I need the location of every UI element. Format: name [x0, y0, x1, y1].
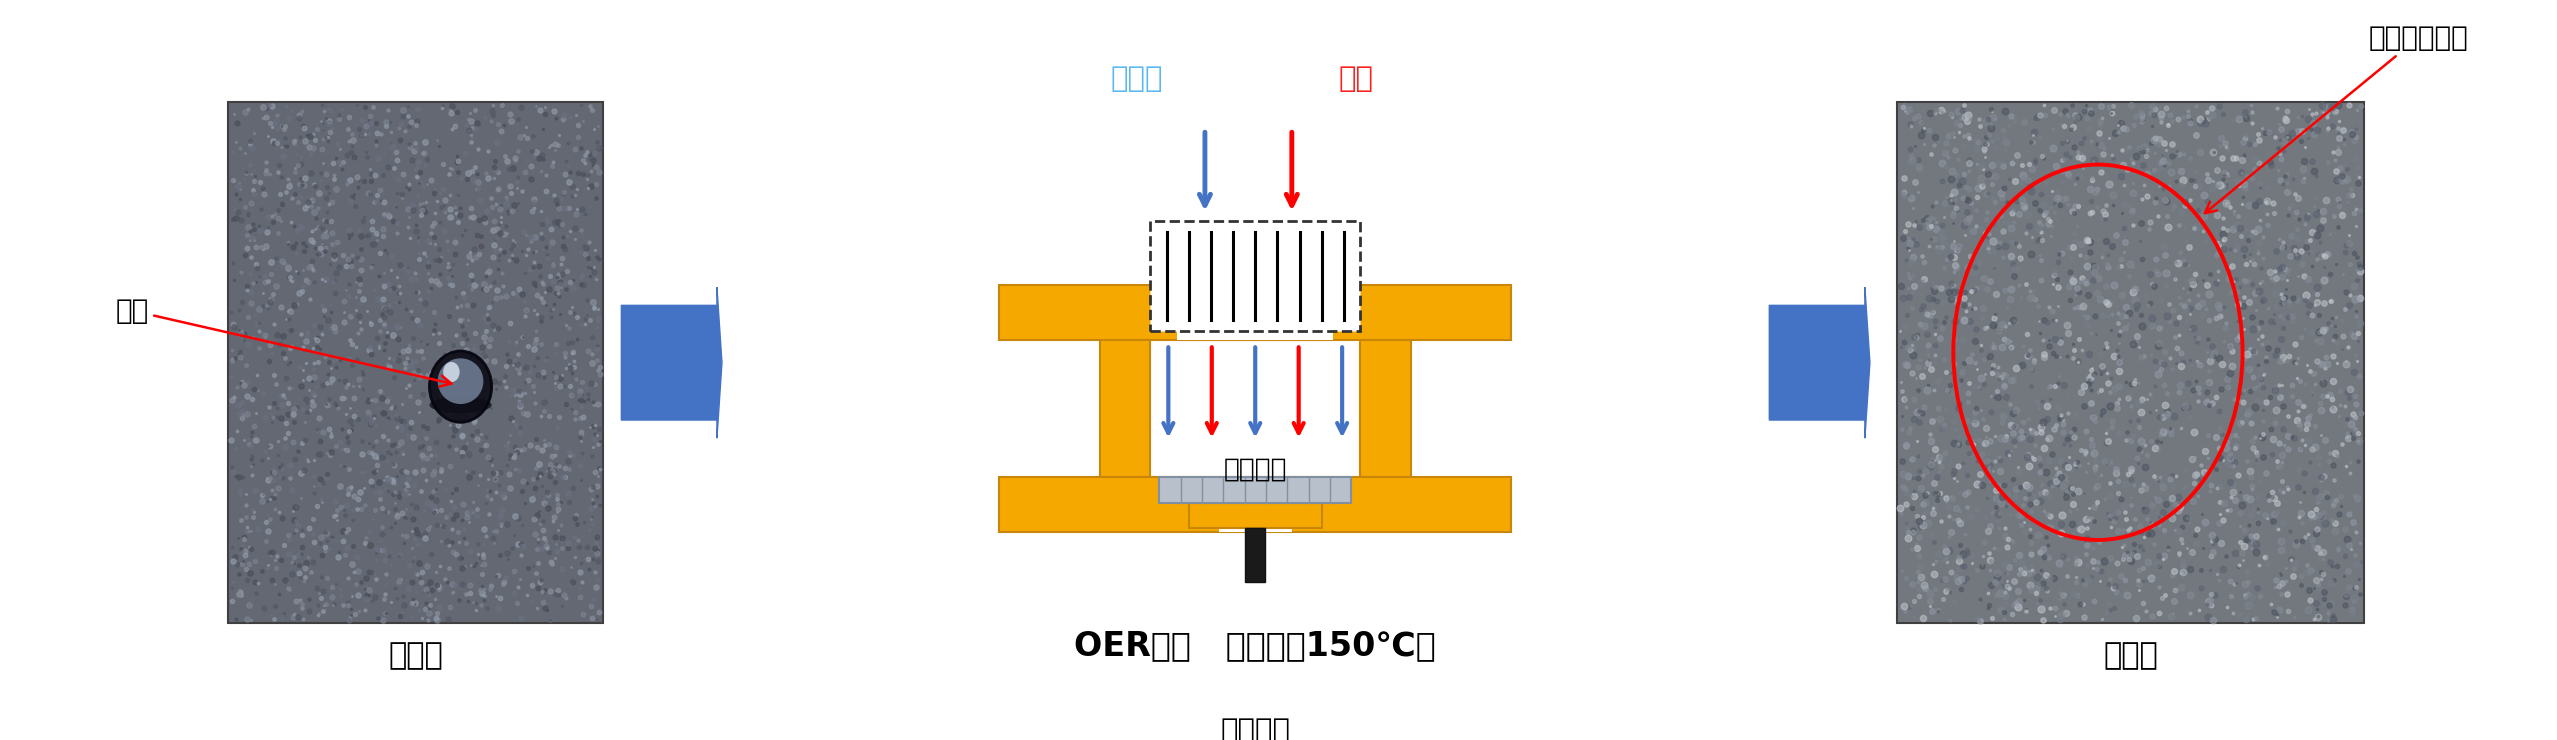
Ellipse shape — [437, 358, 483, 404]
Bar — [1245, 528, 1266, 582]
Text: 专用喷头: 专用喷头 — [1222, 457, 1286, 483]
Ellipse shape — [430, 397, 491, 413]
Bar — [1189, 502, 1322, 528]
Bar — [1176, 285, 1332, 340]
Bar — [1000, 477, 1511, 532]
Text: 处理后: 处理后 — [2104, 641, 2158, 670]
Text: 水滴: 水滴 — [115, 297, 453, 386]
Text: 乙烯: 乙烯 — [1337, 65, 1373, 92]
Polygon shape — [1769, 287, 1869, 438]
Text: 纯臭氧: 纯臭氧 — [1110, 65, 1163, 92]
Bar — [228, 102, 603, 623]
Bar — [1100, 340, 1151, 477]
Ellipse shape — [442, 362, 460, 382]
Text: OER工艺   （常温～150℃）: OER工艺 （常温～150℃） — [1074, 629, 1437, 662]
Bar — [1158, 477, 1350, 502]
Polygon shape — [621, 287, 721, 438]
Bar — [1360, 340, 1411, 477]
Ellipse shape — [430, 351, 491, 423]
Bar — [1897, 102, 2363, 623]
Text: 处理前: 处理前 — [389, 641, 442, 670]
Bar — [1151, 221, 1360, 331]
Bar — [1000, 285, 1511, 340]
Bar — [1220, 477, 1291, 532]
Text: 真空排气: 真空排气 — [1220, 716, 1291, 740]
Text: 水滴渗透痕迹: 水滴渗透痕迹 — [2204, 24, 2468, 213]
